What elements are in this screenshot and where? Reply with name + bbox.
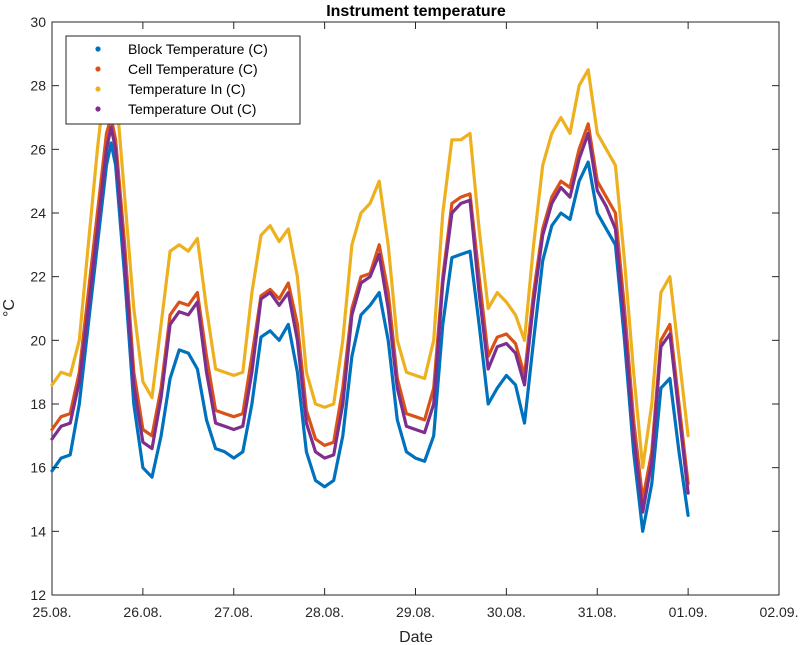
x-tick-label: 27.08. <box>214 604 253 620</box>
chart-title: Instrument temperature <box>326 3 506 20</box>
y-tick-label: 12 <box>30 587 46 603</box>
series-line-3 <box>50 52 690 470</box>
legend-label: Block Temperature (C) <box>128 41 268 57</box>
series-line-1 <box>50 141 690 533</box>
x-tick-label: 02.09. <box>760 604 799 620</box>
x-tick-label: 29.08. <box>396 604 435 620</box>
legend: Block Temperature (C) Cell Temperature (C… <box>65 35 301 125</box>
series-group <box>50 52 690 533</box>
legend-marker <box>95 86 101 92</box>
y-tick-label: 18 <box>30 396 46 412</box>
y-tick-label: 30 <box>30 14 46 30</box>
x-tick-label: 30.08. <box>487 604 526 620</box>
legend-label: Temperature In (C) <box>128 81 245 97</box>
x-tick-label: 01.09. <box>669 604 708 620</box>
legend-label: Cell Temperature (C) <box>128 61 258 77</box>
x-tick-label: 25.08. <box>33 604 72 620</box>
legend-box <box>65 35 301 125</box>
y-tick-label: 16 <box>30 460 46 476</box>
y-tick-label: 26 <box>30 141 46 157</box>
y-axis-title: °C <box>1 299 18 317</box>
x-tick-label: 31.08. <box>578 604 617 620</box>
y-tick-label: 28 <box>30 78 46 94</box>
x-axis-title: Date <box>399 629 433 645</box>
series-line-2 <box>50 115 690 502</box>
y-axis: 12 14 16 18 20 22 24 26 28 30 <box>30 14 779 603</box>
legend-marker <box>95 106 101 112</box>
x-axis: 25.08. 26.08. 27.08. 28.08. 29.08. 30.08. 31.0… <box>33 22 799 620</box>
x-tick-label: 26.08. <box>123 604 162 620</box>
y-tick-label: 22 <box>30 269 46 285</box>
y-tick-label: 14 <box>30 523 46 539</box>
legend-marker <box>95 66 101 72</box>
series-line-4 <box>50 125 690 514</box>
legend-marker <box>95 46 101 52</box>
y-tick-label: 24 <box>30 205 46 221</box>
legend-label: Temperature Out (C) <box>128 101 256 117</box>
x-tick-label: 28.08. <box>305 604 344 620</box>
y-tick-label: 20 <box>30 332 46 348</box>
